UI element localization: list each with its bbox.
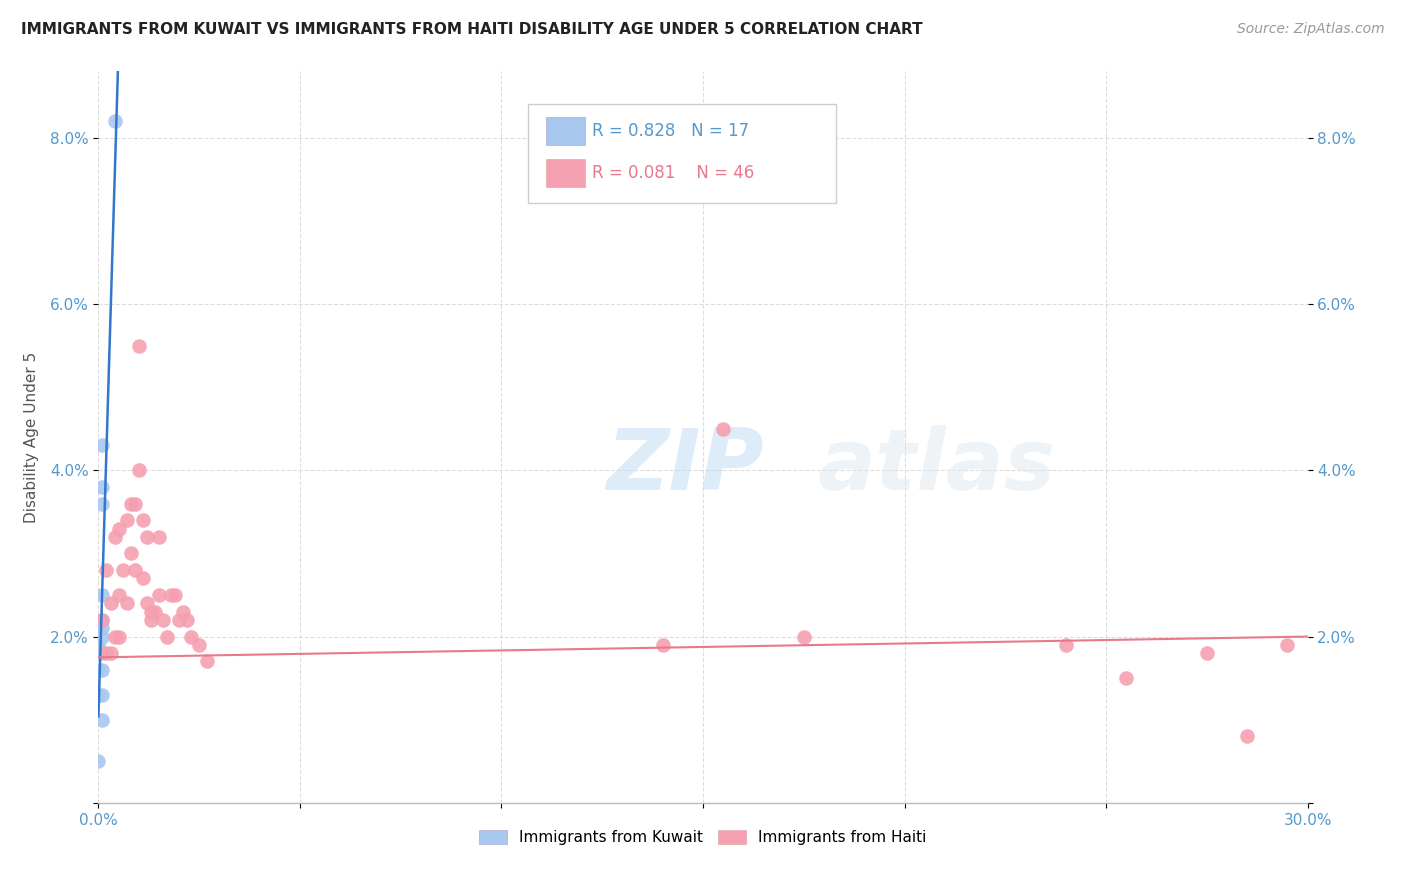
Point <box>132 571 155 585</box>
Point <box>139 613 162 627</box>
Point <box>148 588 170 602</box>
Point <box>91 646 114 660</box>
Point <box>160 588 183 602</box>
Point <box>103 530 125 544</box>
Point <box>91 713 114 727</box>
Point <box>180 630 202 644</box>
Point <box>103 114 125 128</box>
Point <box>96 646 118 660</box>
Point <box>111 563 134 577</box>
Y-axis label: Disability Age Under 5: Disability Age Under 5 <box>24 351 39 523</box>
Text: ZIP: ZIP <box>606 425 763 508</box>
Point <box>793 630 815 644</box>
Point <box>91 630 114 644</box>
Point <box>91 663 114 677</box>
Point <box>107 521 129 535</box>
Point <box>115 596 138 610</box>
Point <box>91 438 114 452</box>
Point <box>172 605 194 619</box>
Point <box>135 596 157 610</box>
Text: Source: ZipAtlas.com: Source: ZipAtlas.com <box>1237 22 1385 37</box>
Point <box>120 497 142 511</box>
Point <box>139 605 162 619</box>
Point <box>1195 646 1218 660</box>
Bar <box>546 159 585 187</box>
Point <box>96 563 118 577</box>
Point <box>156 630 179 644</box>
Point <box>91 588 114 602</box>
Point <box>651 638 673 652</box>
Point <box>91 688 114 702</box>
Point <box>100 646 122 660</box>
Point <box>107 588 129 602</box>
Point <box>87 754 110 768</box>
FancyBboxPatch shape <box>527 104 837 203</box>
Point <box>128 463 150 477</box>
Point <box>135 530 157 544</box>
Point <box>91 613 114 627</box>
Point <box>91 621 114 635</box>
Point <box>128 338 150 352</box>
Point <box>132 513 155 527</box>
Point <box>124 563 146 577</box>
Point <box>87 663 110 677</box>
Point <box>195 655 218 669</box>
Point <box>711 422 734 436</box>
Point <box>124 497 146 511</box>
Legend: Immigrants from Kuwait, Immigrants from Haiti: Immigrants from Kuwait, Immigrants from … <box>475 826 931 850</box>
Point <box>107 630 129 644</box>
Point <box>148 530 170 544</box>
Text: R = 0.828   N = 17: R = 0.828 N = 17 <box>592 121 749 140</box>
Point <box>120 546 142 560</box>
Text: atlas: atlas <box>818 425 1056 508</box>
Point <box>91 613 114 627</box>
Point <box>103 630 125 644</box>
Point <box>87 621 110 635</box>
Point <box>1277 638 1299 652</box>
Point <box>1054 638 1077 652</box>
Point <box>1115 671 1137 685</box>
Bar <box>546 117 585 145</box>
Point <box>152 613 174 627</box>
Point <box>100 596 122 610</box>
Point <box>91 480 114 494</box>
Point <box>163 588 186 602</box>
Point <box>167 613 190 627</box>
Point <box>188 638 211 652</box>
Point <box>91 497 114 511</box>
Point <box>1236 729 1258 743</box>
Point <box>143 605 166 619</box>
Point <box>87 638 110 652</box>
Text: R = 0.081    N = 46: R = 0.081 N = 46 <box>592 164 754 182</box>
Point <box>115 513 138 527</box>
Point <box>176 613 198 627</box>
Point <box>87 688 110 702</box>
Text: IMMIGRANTS FROM KUWAIT VS IMMIGRANTS FROM HAITI DISABILITY AGE UNDER 5 CORRELATI: IMMIGRANTS FROM KUWAIT VS IMMIGRANTS FRO… <box>21 22 922 37</box>
